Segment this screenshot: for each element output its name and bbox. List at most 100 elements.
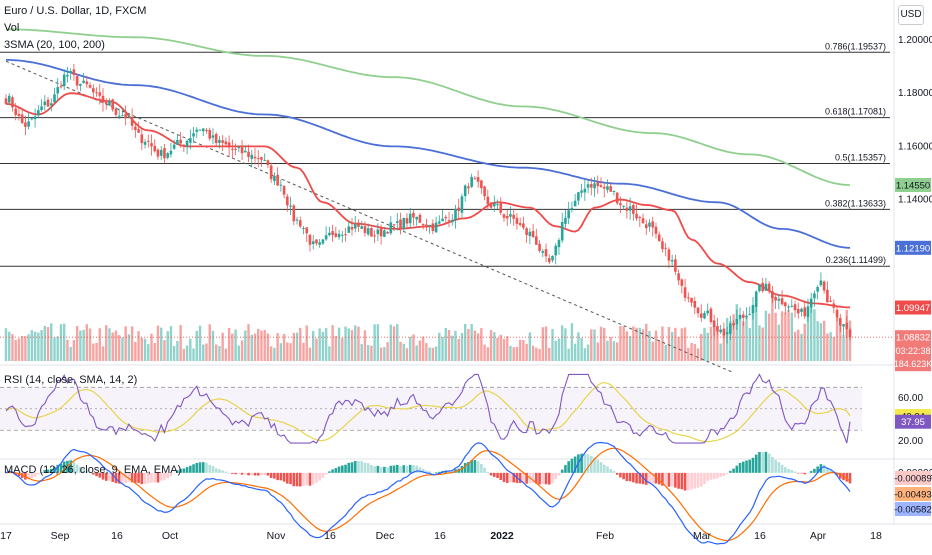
volume-legend[interactable]: Vol	[4, 22, 20, 34]
macd-histogram-bar	[535, 472, 538, 484]
candle-body	[163, 148, 166, 159]
candle-body	[767, 283, 771, 291]
macd-histogram-bar	[716, 472, 719, 479]
candle-body	[609, 186, 613, 192]
macd-hist-value-badge-bg	[895, 471, 931, 485]
volume-bar	[108, 328, 111, 361]
volume-bar	[670, 331, 674, 361]
macd-histogram-bar	[337, 466, 341, 473]
volume-bar	[160, 327, 163, 361]
volume-bar	[237, 345, 241, 361]
rsi-legend[interactable]: RSI (14, close, SMA, 14, 2)	[4, 374, 138, 386]
candle-body	[250, 154, 254, 159]
macd-histogram-bar	[205, 462, 208, 473]
volume-bar	[172, 345, 176, 361]
volume-bar	[202, 344, 205, 361]
macd-histogram-bar	[27, 472, 30, 480]
candle-body	[121, 115, 124, 117]
volume-bar	[412, 334, 415, 361]
volume-bar	[396, 324, 399, 361]
volume-bar	[195, 330, 198, 361]
volume-bar	[557, 338, 561, 361]
candle-body	[450, 219, 454, 223]
macd-signal-value-badge-bg	[895, 487, 931, 501]
macd-histogram-bar	[741, 461, 745, 473]
sma-legend[interactable]: 3SMA (20, 100, 200)	[4, 39, 105, 51]
macd-histogram-bar	[567, 461, 570, 473]
volume-bar	[75, 326, 79, 361]
candle-body	[331, 231, 334, 236]
candle-body	[806, 306, 810, 317]
macd-histogram-bar	[780, 464, 784, 473]
macd-histogram-bar	[606, 466, 609, 473]
candle-body	[37, 110, 40, 116]
candle-body	[237, 147, 241, 149]
volume-bar	[98, 328, 101, 361]
macd-histogram-bar	[176, 470, 179, 473]
volume-bar	[716, 327, 719, 361]
volume-bar	[619, 326, 622, 361]
macd-histogram-bar	[386, 467, 389, 473]
candle-body	[269, 165, 273, 180]
volume-bar	[564, 328, 567, 361]
macd-histogram-bar	[88, 472, 92, 473]
candle-body	[780, 298, 784, 305]
macd-histogram-bar	[279, 472, 283, 481]
candle-body	[379, 228, 383, 237]
candle-body	[822, 281, 826, 291]
macd-histogram-bar	[182, 468, 186, 473]
volume-bar	[635, 327, 638, 361]
macd-histogram-bar	[518, 472, 522, 483]
candle-body	[69, 71, 72, 73]
candle-body	[130, 117, 134, 126]
candle-body	[101, 95, 105, 103]
fib-level-label: 0.618(1.17081)	[825, 107, 886, 117]
macd-histogram-bar	[683, 472, 687, 491]
volume-bar	[839, 321, 842, 361]
macd-histogram-bar	[33, 472, 37, 477]
volume-bar	[53, 337, 56, 361]
candle-body	[625, 207, 629, 211]
volume-bar	[247, 324, 250, 361]
candle-body	[638, 217, 642, 219]
macd-histogram-bar	[800, 472, 803, 474]
candle-body	[218, 139, 221, 143]
time-axis-label: 16	[754, 530, 766, 542]
fib-level-label: 0.786(1.19537)	[825, 41, 886, 51]
macd-histogram-bar	[560, 469, 564, 473]
candle-body	[754, 291, 758, 307]
macd-histogram-bar	[796, 472, 800, 474]
macd-histogram-bar	[37, 472, 40, 475]
last-price-badge-bg	[895, 330, 931, 372]
macd-histogram-bar	[266, 472, 270, 476]
volume-bar	[221, 332, 224, 361]
currency-button[interactable]: USD	[898, 5, 924, 25]
bar-countdown: 03:22:38	[895, 346, 930, 356]
volume-bar	[709, 326, 713, 361]
macd-histogram-bar	[383, 466, 386, 473]
macd-histogram-bar	[632, 472, 635, 483]
macd-legend[interactable]: MACD (12, 26, close, 9, EMA, EMA)	[4, 464, 182, 476]
volume-bar	[480, 328, 483, 361]
candle-body	[234, 148, 237, 150]
candle-body	[657, 234, 661, 242]
volume-bar	[347, 328, 350, 361]
macd-histogram-bar	[286, 472, 289, 484]
candle-body	[117, 115, 121, 117]
macd-histogram-bar	[143, 472, 147, 485]
volume-bar	[166, 331, 169, 361]
volume-bar	[755, 303, 758, 361]
macd-histogram-bar	[816, 466, 819, 473]
candle-body	[670, 260, 674, 262]
volume-bar	[150, 333, 153, 361]
macd-histogram-bar	[415, 465, 418, 473]
volume-bar	[590, 329, 593, 361]
macd-histogram-bar	[315, 472, 318, 483]
macd-histogram-bar	[234, 472, 237, 475]
candle-body	[140, 134, 144, 144]
sma-20-value-badge-bg	[895, 300, 931, 315]
macd-histogram-bar	[195, 462, 199, 473]
macd-histogram-bar	[418, 467, 422, 473]
